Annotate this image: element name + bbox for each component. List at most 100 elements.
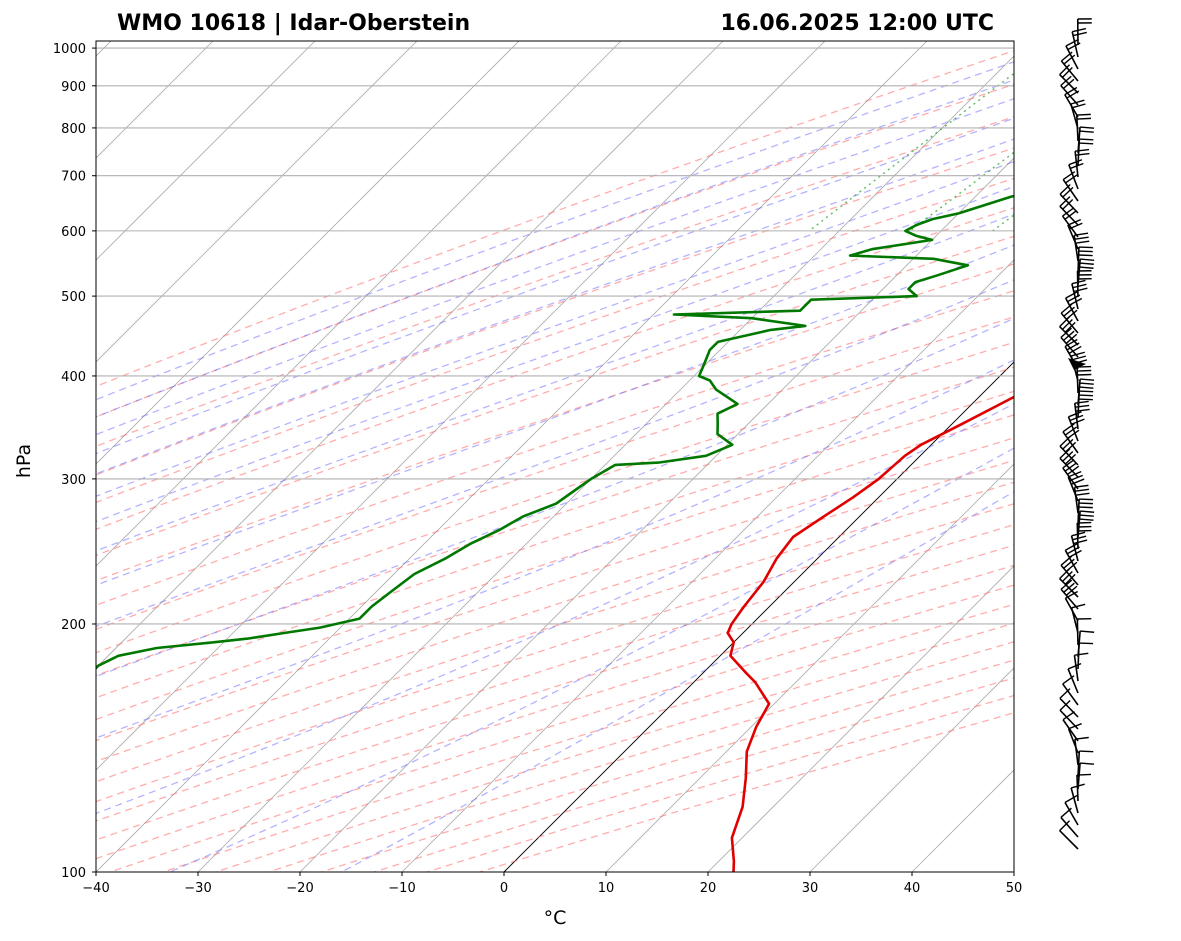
wind-barb — [1060, 327, 1079, 358]
wind-barb — [1060, 75, 1079, 106]
isotherm-line — [197, 55, 1014, 872]
wind-barb-flag — [1062, 186, 1074, 198]
wind-barb — [1060, 807, 1079, 838]
x-tick-label: 40 — [904, 881, 921, 896]
wind-barb-flag — [1075, 152, 1090, 156]
wind-barb-flag — [1073, 539, 1088, 545]
dewpoint-line — [96, 194, 1014, 670]
wind-barb-flag — [1062, 438, 1074, 450]
dry-adiabat-line — [266, 641, 1014, 872]
y-tick-label: 100 — [61, 866, 86, 881]
wind-barb — [1064, 542, 1082, 574]
dry-adiabat-line — [96, 524, 1014, 822]
wind-barb-flag — [1079, 142, 1094, 145]
wind-barb-flag — [1067, 662, 1082, 670]
wind-barb-flag — [1075, 492, 1090, 496]
wind-barb-flag — [1071, 279, 1086, 285]
y-tick-label: 700 — [61, 170, 86, 185]
wind-barb-flag — [1060, 327, 1072, 338]
wind-barb-flag — [1079, 750, 1094, 753]
y-tick-label: 600 — [61, 225, 86, 240]
isotherm-line — [96, 41, 316, 261]
dry-adiabat-line — [96, 459, 1014, 763]
wind-barb-flag — [1069, 474, 1083, 482]
moist-adiabat-line — [96, 117, 1014, 455]
wind-barb — [1064, 290, 1083, 322]
wind-barb — [1076, 270, 1092, 298]
wind-barb-flag — [1068, 411, 1082, 418]
y-tick-label: 800 — [61, 122, 86, 137]
wind-barb-staff — [1077, 511, 1081, 538]
wind-barb-flag — [1079, 266, 1094, 269]
wind-barb-flag — [1064, 794, 1078, 804]
dry-adiabat-line — [96, 437, 1014, 742]
wind-barb-staff — [1062, 719, 1079, 742]
wind-barb-flag — [1060, 807, 1072, 818]
wind-barb-flag — [1067, 294, 1081, 303]
wind-barb-flag — [1067, 42, 1081, 51]
wind-barb — [1077, 510, 1095, 538]
wind-barb-flag — [1066, 90, 1080, 99]
wind-barb-flag — [1080, 258, 1095, 261]
wind-barb-flag — [1071, 103, 1086, 109]
wind-barb-flag — [1079, 130, 1094, 133]
dry-adiabat-line — [96, 341, 1014, 654]
wind-barb-flag — [1059, 64, 1071, 76]
wind-barb-flag — [1070, 478, 1085, 485]
wind-barb-flag — [1071, 418, 1085, 425]
dry-adiabat-line — [96, 177, 1014, 504]
wind-barb — [1073, 652, 1089, 682]
wind-barb-flag — [1062, 450, 1074, 462]
wind-barb — [1077, 642, 1094, 670]
wind-barb-flag — [1067, 218, 1082, 226]
y-tick-label: 900 — [61, 80, 86, 95]
wind-barb-flag — [1074, 232, 1089, 236]
isotherm-line — [707, 565, 1014, 872]
wind-barb-flag — [1079, 518, 1094, 521]
wind-barb — [1076, 18, 1092, 46]
wind-barb-flag — [1079, 498, 1094, 501]
chart-title-station: WMO 10618 | Idar-Oberstein — [117, 11, 470, 36]
wind-barb-flag — [1071, 531, 1086, 537]
wind-barb-staff — [1067, 668, 1079, 694]
chart-title-time: 16.06.2025 12:00 UTC — [720, 11, 994, 36]
wind-barb-flag — [1074, 488, 1090, 492]
wind-barb-flag — [1059, 568, 1071, 580]
wind-barb — [1062, 675, 1079, 706]
wind-barb — [1059, 820, 1079, 850]
dry-adiabat-line — [96, 316, 1014, 630]
wind-barb — [1061, 207, 1079, 238]
wind-barb-staff — [1070, 535, 1079, 562]
wind-barb-staff — [1073, 655, 1079, 682]
moist-adiabat-line — [96, 79, 1014, 418]
wind-barb-flag — [1062, 198, 1074, 210]
x-tick-label: −40 — [82, 881, 109, 896]
dry-adiabat-line — [96, 414, 1014, 721]
dry-adiabat-line — [96, 503, 1014, 803]
wind-barb-flag — [1078, 502, 1093, 505]
wind-barb-flag — [1064, 210, 1077, 220]
dry-adiabat-line — [477, 712, 1014, 872]
plot-frame — [95, 40, 1015, 873]
wind-barb-flag — [1078, 246, 1093, 249]
wind-barb-staff — [1064, 802, 1079, 826]
wind-barb-flag — [1062, 675, 1075, 685]
temperature-line — [726, 395, 1014, 872]
isotherm-line — [96, 41, 622, 567]
isotherm-line — [96, 41, 418, 363]
wind-barb-staff — [1062, 683, 1079, 706]
wind-barb-staff — [1077, 246, 1080, 274]
wind-barb-staff — [1059, 830, 1079, 850]
wind-barb — [1076, 617, 1092, 646]
isotherm-line — [401, 259, 1014, 872]
wind-barb-flag — [1060, 75, 1072, 87]
wind-pennant — [1068, 358, 1086, 370]
moist-adiabat-line — [169, 447, 1014, 872]
wind-barb-flag — [1076, 117, 1091, 120]
moist-adiabat-line — [96, 185, 1014, 523]
skewt-grid — [96, 41, 1014, 872]
wind-barb-staff — [1076, 774, 1079, 802]
wind-barb-flag — [1062, 423, 1075, 433]
wind-barb — [1074, 148, 1090, 178]
wind-barb — [1075, 113, 1091, 142]
